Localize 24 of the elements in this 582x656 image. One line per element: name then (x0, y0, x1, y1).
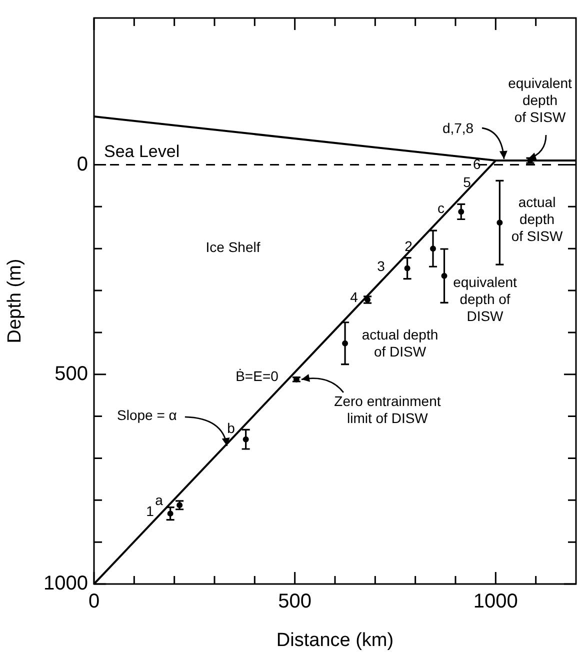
annotation: Slope = α (117, 406, 177, 423)
annotation: Ḃ=E=0 (236, 368, 279, 384)
annotation: 5 (463, 174, 472, 190)
annotation: 1 (146, 502, 154, 519)
annotation: c (438, 200, 444, 216)
annotation: 4 (350, 288, 358, 305)
annotation: actual depth of SISW (511, 194, 564, 244)
annotation: a (155, 492, 164, 508)
x-axis-title: Distance (km) (276, 630, 394, 651)
annotation: Ice Shelf (206, 238, 260, 255)
y-tick-label: 500 (54, 362, 88, 385)
ref-line-label: Sea Level (104, 142, 180, 161)
annotation: equivalent depth of SISW (508, 74, 572, 125)
y-axis-title: Depth (m) (4, 258, 26, 344)
y-tick-label: 1000 (44, 572, 88, 595)
x-tick-label: 1000 (473, 590, 518, 613)
annotation: actual depth of DISW (362, 326, 438, 360)
y-tick-label: 0 (76, 153, 88, 176)
annotation: Zero entrainment limit of DISW (334, 392, 441, 426)
annotation: 3 (377, 258, 386, 274)
annotation: equivalent depth of DISW (453, 274, 518, 324)
x-tick-label: 500 (278, 590, 312, 613)
annotation: b (227, 420, 236, 436)
annotation: d,7,8 (442, 120, 474, 136)
